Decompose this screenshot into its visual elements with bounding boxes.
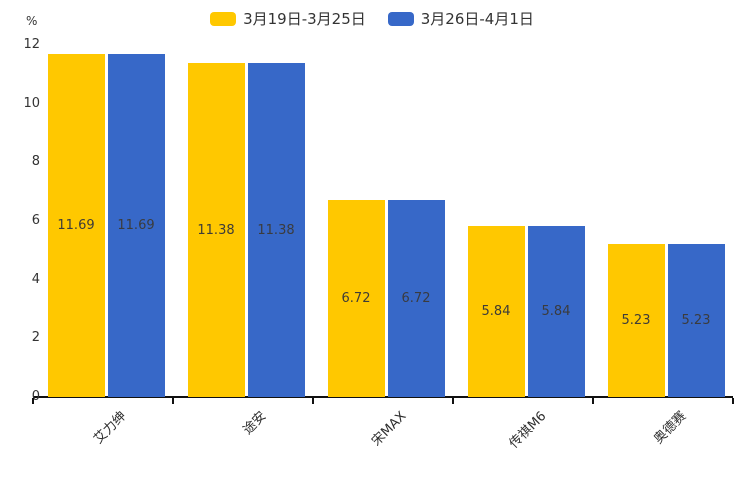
x-axis-tick [312, 398, 314, 404]
bar-艾力绅-series2[interactable]: 11.69 [107, 54, 165, 397]
y-axis-tick-label: 8 [31, 154, 40, 170]
legend-item-series2[interactable]: 3月26日-4月1日 [387, 8, 534, 29]
y-axis-tick-label: 2 [31, 330, 40, 346]
y-axis-tick-label: 10 [23, 95, 40, 111]
bar-value-label: 11.69 [57, 218, 95, 234]
y-axis-tick-label: 12 [23, 37, 40, 52]
bar-传祺M6-series2[interactable]: 5.84 [527, 225, 585, 397]
x-axis-category-label: 途安 [240, 408, 270, 438]
bar-value-label: 6.72 [341, 290, 371, 306]
y-axis-tick-label: 4 [31, 271, 40, 287]
bar-value-label: 11.38 [197, 222, 235, 238]
legend-label-series2: 3月26日-4月1日 [420, 10, 534, 28]
bar-value-label: 11.69 [117, 218, 155, 234]
bar-value-label: 5.23 [681, 312, 711, 328]
legend-swatch-series1-icon [210, 11, 237, 26]
bar-value-label: 6.72 [401, 290, 431, 306]
legend-label-series1: 3月19日-3月25日 [243, 10, 366, 28]
x-axis-category-label: 艾力绅 [91, 408, 130, 448]
x-axis-tick [172, 398, 174, 404]
x-axis-category-label: 奥德赛 [651, 408, 690, 448]
x-axis-tick [32, 398, 34, 404]
legend-swatch-series2-icon [387, 11, 414, 26]
x-axis-category-label: 宋MAX [369, 408, 410, 450]
legend: 3月19日-3月25日 3月26日-4月1日 [0, 8, 744, 29]
x-axis-category-label: 传祺M6 [506, 408, 550, 452]
bar-奥德赛-series1[interactable]: 5.23 [607, 243, 665, 397]
bar-途安-series2[interactable]: 11.38 [247, 63, 305, 397]
bar-value-label: 5.23 [621, 312, 651, 328]
y-axis-tick-label: 6 [31, 213, 40, 228]
bar-宋MAX-series1[interactable]: 6.72 [327, 199, 385, 397]
x-axis-tick [452, 398, 454, 404]
bar-value-label: 11.38 [257, 222, 295, 238]
x-axis-tick [732, 398, 734, 404]
bar-传祺M6-series1[interactable]: 5.84 [467, 225, 525, 397]
x-axis-line [33, 396, 733, 398]
y-axis-unit-label: % [26, 14, 38, 28]
x-axis-tick [592, 398, 594, 404]
bar-奥德赛-series2[interactable]: 5.23 [667, 243, 725, 397]
bar-途安-series1[interactable]: 11.38 [187, 63, 245, 397]
y-axis-tick-label: 0 [31, 389, 40, 404]
legend-item-series1[interactable]: 3月19日-3月25日 [210, 8, 366, 29]
bar-宋MAX-series2[interactable]: 6.72 [387, 199, 445, 397]
bar-value-label: 5.84 [481, 303, 511, 319]
bar-艾力绅-series1[interactable]: 11.69 [47, 54, 105, 397]
bar-value-label: 5.84 [541, 303, 571, 319]
